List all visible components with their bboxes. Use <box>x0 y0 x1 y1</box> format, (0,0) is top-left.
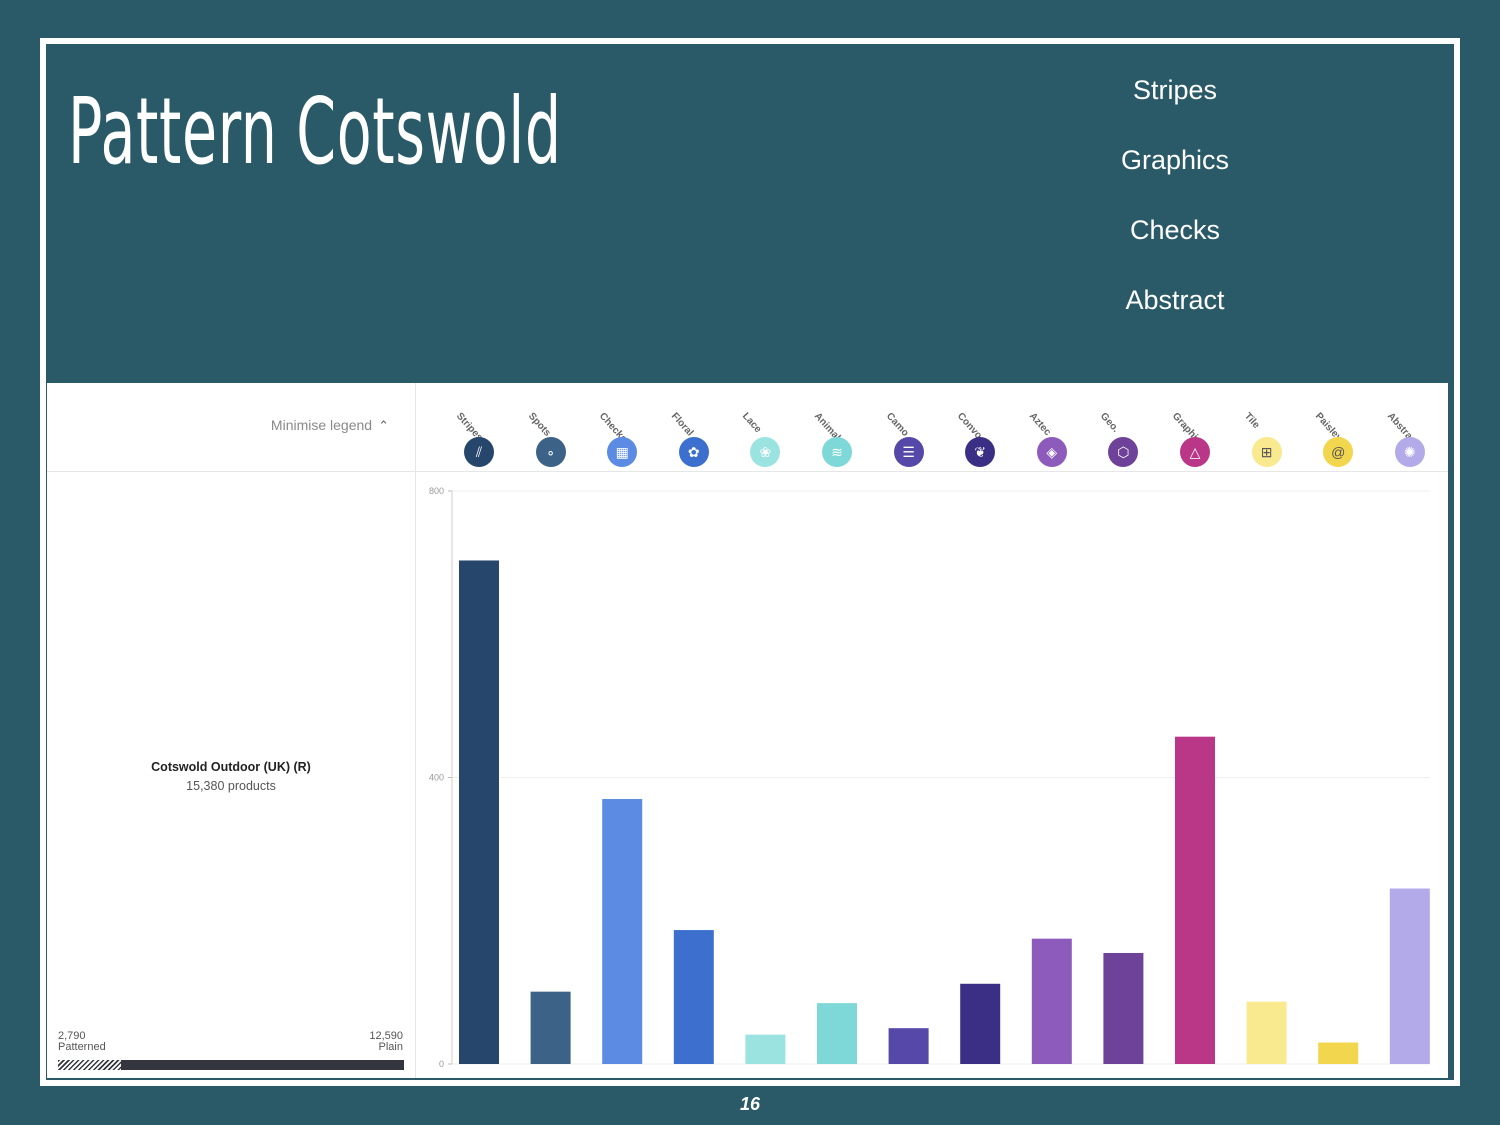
category-icons-row: Stripes ⫽ Spots ∘ Checks ▦ Floral ✿ Lace ❀ Animal ≋… <box>415 383 1448 472</box>
bar-floral[interactable] <box>673 930 714 1064</box>
y-tick-label: 0 <box>439 1059 444 1069</box>
bar-convo[interactable] <box>960 983 1001 1064</box>
category-lace[interactable]: Lace ❀ <box>730 383 800 471</box>
category-floral[interactable]: Floral ✿ <box>659 383 729 471</box>
category-abstract[interactable]: Abstract ✺ <box>1375 383 1445 471</box>
category-label: Tile <box>1241 410 1262 431</box>
bar-tile[interactable] <box>1246 1001 1287 1064</box>
category-tile[interactable]: Tile ⊞ <box>1232 383 1302 471</box>
category-graphic[interactable]: Graphic △ <box>1160 383 1230 471</box>
category-paisley[interactable]: Paisley @ <box>1303 383 1373 471</box>
geo-icon: ⬡ <box>1108 437 1139 467</box>
paisley-icon: @ <box>1323 437 1354 467</box>
plain-count: 12,590 Plain <box>369 1031 403 1053</box>
store-product-count: 15,380 products <box>186 779 276 793</box>
bar-checks[interactable] <box>602 798 643 1064</box>
bar-spots[interactable] <box>530 991 571 1064</box>
patterned-value: 2,790 <box>58 1030 86 1042</box>
camo-icon: ☰ <box>893 437 924 467</box>
bar-graphic[interactable] <box>1175 736 1215 1064</box>
minimise-legend-button[interactable]: Minimise legend ⌃ <box>271 417 389 434</box>
bar-aztec[interactable] <box>1031 938 1072 1064</box>
slide-title: Pattern Cotswold <box>68 78 562 185</box>
pattern-list-item: Stripes <box>1132 75 1218 105</box>
patterned-bar-segment <box>58 1060 121 1070</box>
y-tick-label: 400 <box>429 773 444 783</box>
bar-camo[interactable] <box>888 1028 929 1064</box>
category-label: Aztec <box>1026 410 1053 439</box>
category-animal[interactable]: Animal ≋ <box>802 383 872 471</box>
pattern-list-item: Graphics <box>1120 145 1230 175</box>
pattern-list-item: Checks <box>1129 215 1221 245</box>
pattern-list: Stripes Graphics Checks Abstract <box>1080 70 1270 350</box>
checks-icon: ▦ <box>607 437 638 467</box>
bar-paisley[interactable] <box>1318 1042 1359 1064</box>
category-checks[interactable]: Checks ▦ <box>587 383 657 471</box>
category-camo[interactable]: Camo ☰ <box>874 383 944 471</box>
bar-lace[interactable] <box>745 1034 786 1064</box>
chart-panel: Minimise legend ⌃ Cotswold Outdoor (UK) (… <box>47 383 1448 1078</box>
patterned-count: 2,790 Patterned <box>58 1031 106 1053</box>
title-text: Pattern Cotswold <box>68 78 562 185</box>
floral-icon: ✿ <box>678 437 709 467</box>
category-stripes[interactable]: Stripes ⫽ <box>444 383 514 471</box>
patterned-label: Patterned <box>58 1041 106 1053</box>
chart-area: Stripes ⫽ Spots ∘ Checks ▦ Floral ✿ Lace ❀ Animal ≋… <box>415 383 1448 1078</box>
bar-animal[interactable] <box>817 1003 857 1064</box>
convo-icon: ❦ <box>965 437 996 467</box>
legend-column: Minimise legend ⌃ Cotswold Outdoor (UK) (… <box>47 383 416 1078</box>
plain-label: Plain <box>378 1041 403 1053</box>
graphic-icon: △ <box>1180 437 1210 467</box>
category-spots[interactable]: Spots ∘ <box>516 383 586 471</box>
plain-value: 12,590 <box>369 1030 403 1042</box>
patterned-plain-bar <box>58 1060 404 1070</box>
category-label: Geo. <box>1098 410 1122 435</box>
tile-icon: ⊞ <box>1251 437 1282 467</box>
bar-geo[interactable] <box>1103 952 1144 1064</box>
animal-icon: ≋ <box>822 437 852 467</box>
abstract-icon: ✺ <box>1394 437 1425 467</box>
category-label: Camo <box>883 410 911 439</box>
chevron-up-icon: ⌃ <box>378 418 389 433</box>
bar-stripes[interactable] <box>459 560 499 1064</box>
category-label: Floral <box>668 410 696 439</box>
spots-icon: ∘ <box>535 437 566 467</box>
pattern-list-item: Abstract <box>1125 285 1225 315</box>
lace-icon: ❀ <box>750 437 781 467</box>
category-geo[interactable]: Geo. ⬡ <box>1088 383 1158 471</box>
aztec-icon: ◈ <box>1036 437 1067 467</box>
page-number: 16 <box>739 1094 761 1114</box>
bar-abstract[interactable] <box>1389 888 1430 1064</box>
category-convo[interactable]: Convo. ❦ <box>945 383 1015 471</box>
y-tick-label: 800 <box>429 486 444 496</box>
store-name: Cotswold Outdoor (UK) (R) <box>151 760 311 774</box>
category-label: Lace <box>740 410 764 436</box>
minimise-legend-label: Minimise legend <box>270 417 373 433</box>
category-label: Spots <box>525 410 553 439</box>
stripes-icon: ⫽ <box>464 437 494 467</box>
category-aztec[interactable]: Aztec ◈ <box>1017 383 1087 471</box>
bar-chart: 800 400 0 <box>429 486 1430 1069</box>
legend-header: Minimise legend ⌃ <box>47 383 415 472</box>
